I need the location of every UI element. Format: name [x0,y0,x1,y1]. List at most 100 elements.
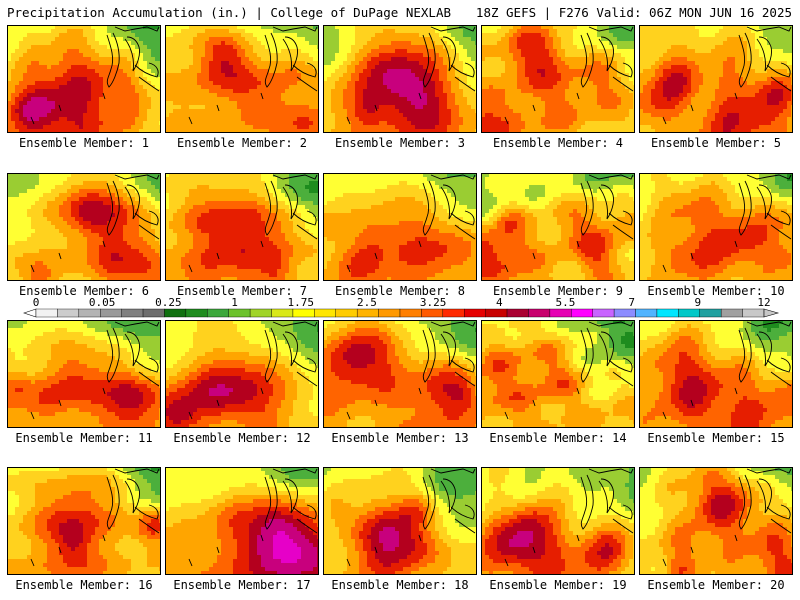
ensemble-member-map [7,467,161,575]
colorbar-tick-label: 4 [496,296,503,309]
member-label: Ensemble Member: 14 [479,431,637,445]
ensemble-member-map [165,173,319,281]
member-label: Ensemble Member: 19 [479,578,637,592]
colorbar-tick-label: 0.25 [155,296,182,309]
great-lakes-outline [346,321,476,420]
great-lakes-outline [662,321,792,420]
colorbar-swatch [57,308,80,318]
precip-field [481,320,635,428]
colorbar-swatch [635,308,658,318]
ensemble-member-map [639,173,793,281]
ensemble-member-map [481,173,635,281]
member-label: Ensemble Member: 6 [5,284,163,298]
great-lakes-outline [662,174,792,273]
colorbar-swatch [464,308,486,318]
precip-field [639,25,793,133]
member-label: Ensemble Member: 10 [637,284,795,298]
colorbar-swatch [485,308,508,318]
great-lakes-outline [30,26,160,125]
colorbar-swatch [421,308,444,318]
member-label: Ensemble Member: 1 [5,136,163,150]
precip-field [639,320,793,428]
colorbar-tick-label: 9 [695,296,702,309]
ensemble-member-map [7,25,161,133]
member-label: Ensemble Member: 9 [479,284,637,298]
colorbar-tick-label: 5.5 [556,296,576,309]
great-lakes-outline [188,321,318,420]
ensemble-member-map [7,320,161,428]
plot-title: Precipitation Accumulation (in.) | Colle… [7,5,451,21]
ensemble-member-map [323,25,477,133]
colorbar-swatch [656,308,679,318]
precip-field [323,467,477,575]
great-lakes-outline [30,468,160,567]
colorbar-swatch [613,308,636,318]
colorbar-tick-label: 7 [628,296,635,309]
member-label: Ensemble Member: 12 [163,431,321,445]
member-label: Ensemble Member: 11 [5,431,163,445]
colorbar-swatch [378,308,401,318]
colorbar-swatch [271,308,294,318]
great-lakes-outline [346,174,476,273]
colorbar-swatch [164,308,187,318]
colorbar-tick-label: 0.05 [89,296,116,309]
great-lakes-outline [346,26,476,125]
colorbar-swatch [207,308,229,318]
colorbar-swatch [185,308,208,318]
colorbar-tick-label: 3.25 [420,296,447,309]
ensemble-member-map [481,25,635,133]
colorbar-swatch [699,308,722,318]
precip-field [323,320,477,428]
member-label: Ensemble Member: 8 [321,284,479,298]
colorbar-max-arrow [763,308,780,318]
great-lakes-outline [662,26,792,125]
colorbar-tick-label: 12 [757,296,770,309]
colorbar-swatch [399,308,422,318]
colorbar-tick-label: 1 [231,296,238,309]
member-label: Ensemble Member: 20 [637,578,795,592]
ensemble-member-map [639,25,793,133]
colorbar-swatch [292,308,315,318]
member-label: Ensemble Member: 5 [637,136,795,150]
precip-field [7,467,161,575]
member-label: Ensemble Member: 13 [321,431,479,445]
member-label: Ensemble Member: 16 [5,578,163,592]
great-lakes-outline [662,468,792,567]
great-lakes-outline [30,174,160,273]
precip-field [165,320,319,428]
ensemble-member-map [165,320,319,428]
precip-colorbar: 0 0.05 0.25 1 1.75 2.5 3.25 4 5.5 7 9 12 [23,296,780,318]
ensemble-member-map [639,467,793,575]
great-lakes-outline [346,468,476,567]
great-lakes-outline [30,321,160,420]
colorbar-min-arrow [23,308,37,318]
colorbar-tick-label: 2.5 [357,296,377,309]
great-lakes-outline [188,26,318,125]
colorbar-swatch [442,308,465,318]
colorbar-swatch [549,308,572,318]
precip-field [323,25,477,133]
precip-field [639,173,793,281]
precip-field [481,467,635,575]
ensemble-member-map [639,320,793,428]
precip-field [481,173,635,281]
colorbar-swatch [100,308,122,318]
ensemble-member-map [323,320,477,428]
great-lakes-outline [504,468,634,567]
precip-field [7,25,161,133]
ensemble-member-map [7,173,161,281]
colorbar-swatch [528,308,551,318]
colorbar-swatch [35,308,58,318]
precip-field [165,25,319,133]
colorbar-swatch [142,308,165,318]
colorbar-swatch [678,308,700,318]
precip-field [323,173,477,281]
colorbar-swatch [78,308,101,318]
precip-field [639,467,793,575]
colorbar-swatch [742,308,765,318]
colorbar-swatch [335,308,358,318]
ensemble-member-map [165,467,319,575]
great-lakes-outline [504,26,634,125]
precip-field [7,320,161,428]
